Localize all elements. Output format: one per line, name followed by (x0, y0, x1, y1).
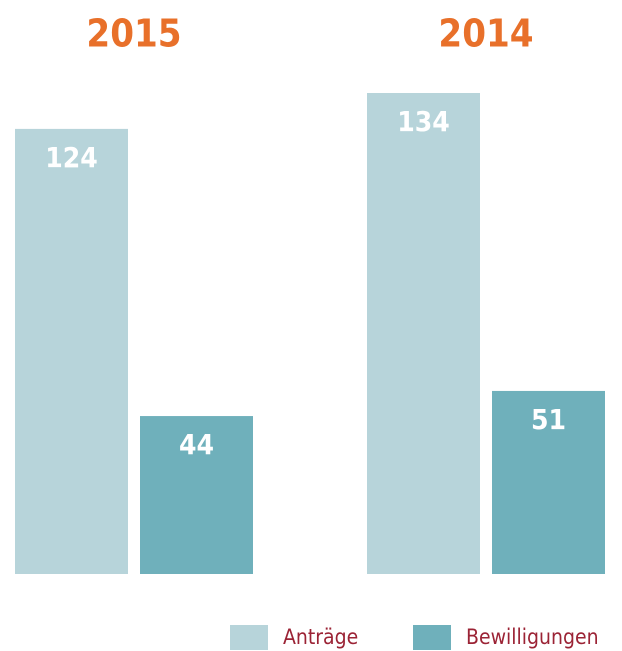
bar (140, 416, 253, 574)
value-label: 124 (45, 141, 98, 174)
bar (492, 390, 605, 574)
value-label: 44 (179, 428, 214, 461)
legend-swatch (230, 625, 268, 650)
bar (15, 128, 128, 575)
legend-label: Bewilligungen (466, 625, 599, 649)
group-title: 2015 (86, 12, 181, 56)
legend-label: Anträge (283, 625, 358, 649)
bar (367, 93, 480, 574)
legend-swatch (413, 625, 451, 650)
value-label: 134 (397, 105, 450, 138)
group-title: 2014 (438, 12, 533, 56)
value-label: 51 (531, 403, 566, 436)
